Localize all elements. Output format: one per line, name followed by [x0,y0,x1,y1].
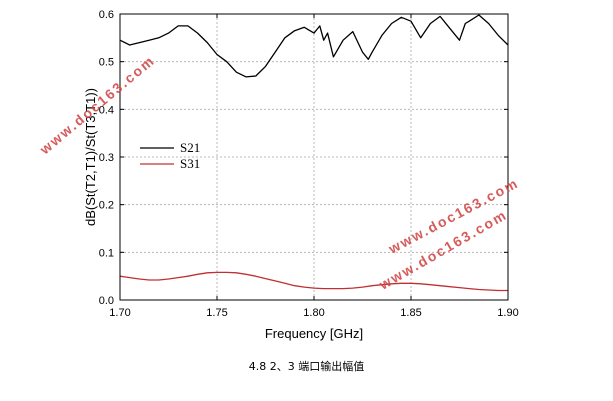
legend-label-s21: S21 [180,140,200,155]
y-axis-title: dB(St(T2,T1)/St(T3,T1)) [83,88,98,226]
y-tick-label: 0.2 [99,200,114,212]
y-tick-label: 0.1 [99,247,114,259]
ticks: 1.70 1.75 1.80 1.85 1.90 0.0 0.1 0.2 0.3 0.4 0.5 0.… [99,9,519,319]
series-line-s31 [119,271,508,292]
y-tick-label: 0.5 [99,57,114,69]
figure-caption: 4.8 2、3 端口输出幅值 [248,360,365,373]
x-tick-label: 1.75 [206,307,227,319]
series-line-s21 [119,14,509,78]
y-tick-label: 0.4 [99,104,114,116]
grid [120,14,508,300]
x-axis-title: Frequency [GHz] [265,326,363,341]
x-tick-label: 1.85 [400,307,421,319]
y-tick-label: 0.3 [99,152,114,164]
legend-label-s31: S31 [180,156,200,171]
y-tick-label: 0.6 [99,9,114,21]
x-tick-label: 1.70 [109,307,130,319]
y-tick-label: 0.0 [99,295,114,307]
x-tick-label: 1.90 [497,307,518,319]
x-tick-label: 1.80 [303,307,324,319]
series-layer [119,14,509,292]
